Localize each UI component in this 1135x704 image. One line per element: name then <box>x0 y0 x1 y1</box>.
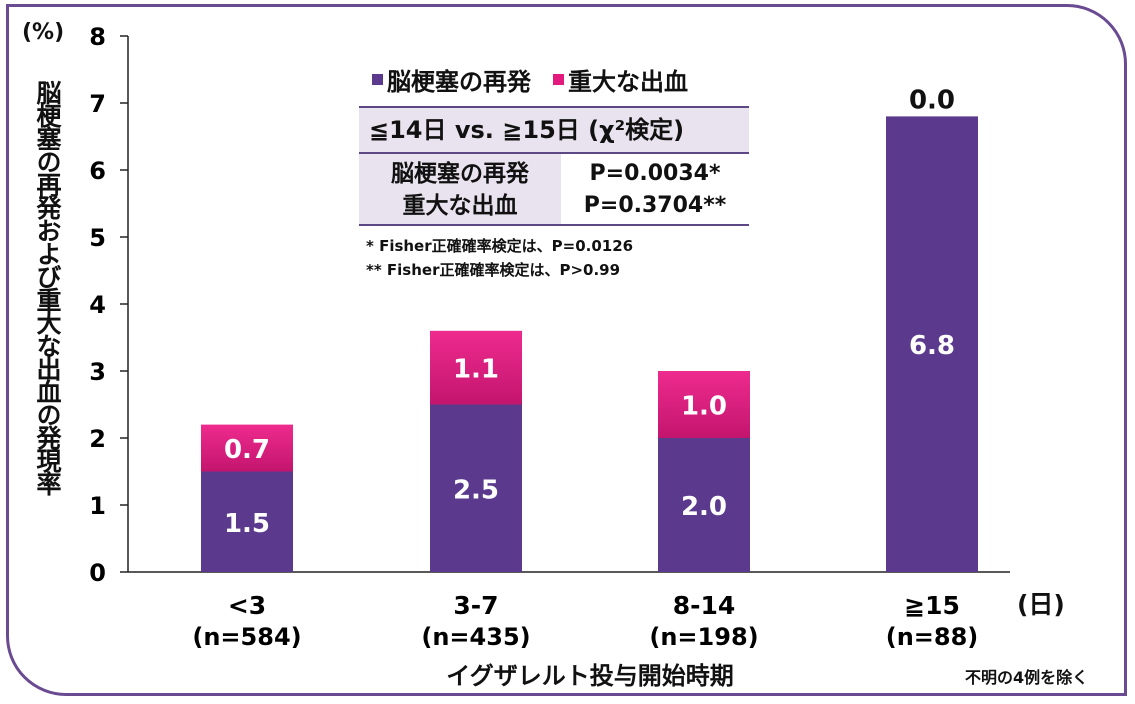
data-label-infarction: 6.8 <box>909 331 955 361</box>
data-label-bleeding: 1.0 <box>681 392 727 422</box>
bar-segment-bleeding <box>201 424 293 472</box>
y-tick-label: 2 <box>89 425 106 453</box>
y-tick-label: 7 <box>89 90 106 118</box>
y-tick-label: 8 <box>89 23 106 51</box>
x-tick-label: 3-7 <box>453 591 498 620</box>
stats-table-body: 脳梗塞の再発 重大な出血 P=0.0034* P=0.3704** <box>359 154 749 226</box>
legend-swatch-infarction <box>372 74 383 85</box>
data-label-bleeding: 1.1 <box>453 355 499 385</box>
stats-row-value: P=0.3704** <box>583 193 727 218</box>
legend-item-bleeding: 重大な出血 <box>553 62 688 97</box>
x-tick-sublabel: (n=435) <box>421 623 530 651</box>
x-tick-label: <3 <box>228 591 266 620</box>
y-tick-label: 6 <box>89 157 106 185</box>
bar-segment-infarction <box>201 471 293 572</box>
stats-row-label: 重大な出血 <box>402 193 518 219</box>
bar-segment-infarction <box>658 438 750 572</box>
legend: 脳梗塞の再発 重大な出血 <box>372 62 710 97</box>
note-line: * Fisher正確確率検定は、P=0.0126 <box>366 237 634 255</box>
y-tick-label: 5 <box>89 224 106 252</box>
y-tick-label: 3 <box>89 358 106 386</box>
footnote: 不明の4例を除く <box>965 668 1089 687</box>
data-label-infarction: 1.5 <box>224 509 270 539</box>
y-tick-label: 1 <box>89 492 106 520</box>
x-axis-title: イグザレルト投与開始時期 <box>446 662 734 690</box>
stats-row-label: 脳梗塞の再発 <box>391 161 529 187</box>
y-tick-label: 4 <box>89 291 106 319</box>
x-tick-sublabel: (n=88) <box>886 623 979 651</box>
data-label-infarction: 2.0 <box>681 492 727 522</box>
data-label-bleeding: 0.0 <box>909 85 955 115</box>
bar-segment-infarction <box>430 404 522 572</box>
y-unit-label: (%) <box>22 20 65 45</box>
bar-segment-bleeding <box>430 330 522 405</box>
x-tick-sublabel: (n=584) <box>192 623 301 651</box>
y-axis-title: 脳梗塞の再発および重大な出血の発現率 <box>33 80 62 494</box>
stats-table-values: P=0.0034* P=0.3704** <box>561 154 749 224</box>
stats-table: ≦14日 vs. ≧15日 (χ²検定) 脳梗塞の再発 重大な出血 P=0.00… <box>359 106 749 226</box>
x-unit-label: (日) <box>1017 590 1065 619</box>
legend-item-infarction: 脳梗塞の再発 <box>372 62 531 97</box>
x-tick-sublabel: (n=198) <box>649 623 758 651</box>
stats-notes: * Fisher正確確率検定は、P=0.0126 ** Fisher正確確率検定… <box>366 234 633 282</box>
stats-table-labels: 脳梗塞の再発 重大な出血 <box>359 154 561 224</box>
y-tick-label: 0 <box>89 559 106 587</box>
bar-segment-infarction <box>886 116 978 573</box>
chart-frame <box>6 4 1127 696</box>
stats-table-header: ≦14日 vs. ≧15日 (χ²検定) <box>359 106 749 154</box>
x-tick-label: ≧15 <box>904 591 960 620</box>
data-label-infarction: 2.5 <box>453 475 499 505</box>
legend-label-bleeding: 重大な出血 <box>568 68 688 96</box>
legend-swatch-bleeding <box>553 74 564 85</box>
bar-segment-bleeding <box>658 371 750 438</box>
legend-label-infarction: 脳梗塞の再発 <box>387 68 531 96</box>
note-line: ** Fisher正確確率検定は、P>0.99 <box>366 261 621 279</box>
data-label-bleeding: 0.7 <box>224 435 270 465</box>
stats-row-value: P=0.0034* <box>589 161 721 186</box>
x-tick-label: 8-14 <box>673 591 736 620</box>
